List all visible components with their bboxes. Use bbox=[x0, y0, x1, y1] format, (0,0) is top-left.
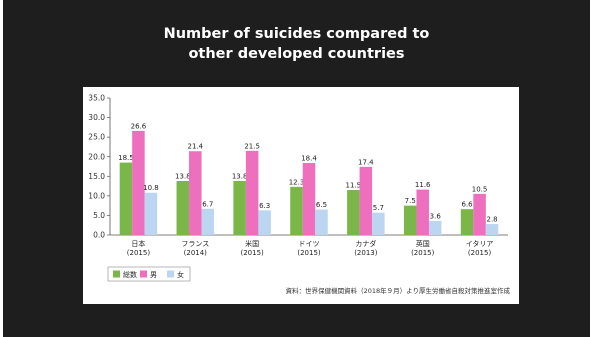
y-tick-label: 30.0 bbox=[88, 113, 105, 122]
chart-panel: 0.0 5.0 10.0 15.0 20.0 25.0 30.0 35.0 18.5 26.6 10… bbox=[83, 87, 519, 304]
data-label: 21.4 bbox=[187, 143, 203, 151]
y-tick-label: 20.0 bbox=[88, 152, 105, 161]
bar bbox=[290, 186, 303, 235]
legend-label: 男 bbox=[150, 271, 157, 279]
data-label: 5.7 bbox=[373, 204, 384, 212]
y-tick-label: 35.0 bbox=[88, 94, 105, 103]
data-label: 10.5 bbox=[472, 185, 488, 193]
category-label: フランス bbox=[181, 240, 209, 248]
bar bbox=[245, 150, 259, 235]
data-label: 17.4 bbox=[358, 158, 374, 166]
data-label: 21.5 bbox=[244, 142, 260, 150]
bar bbox=[302, 162, 316, 235]
bar bbox=[189, 151, 202, 235]
data-label: 6.3 bbox=[259, 202, 270, 210]
category-label: 日本 bbox=[131, 239, 145, 248]
bar bbox=[460, 209, 474, 235]
category-year-label: (2014) bbox=[184, 249, 208, 257]
presentation-slide: Number of suicides compared to other dev… bbox=[3, 0, 590, 337]
bar bbox=[347, 189, 360, 235]
title-line-2: other developed countries bbox=[188, 46, 405, 62]
bar bbox=[258, 210, 271, 235]
data-label: 18.4 bbox=[301, 154, 317, 162]
bar bbox=[403, 205, 417, 235]
category-year-label: (2015) bbox=[127, 249, 151, 257]
bar bbox=[372, 212, 385, 235]
legend-label: 総数 bbox=[123, 270, 137, 279]
legend-swatch bbox=[113, 270, 120, 278]
bar bbox=[416, 189, 429, 235]
y-tick-label: 5.0 bbox=[93, 211, 105, 220]
legend-swatch bbox=[140, 270, 147, 278]
category-year-label: (2015) bbox=[468, 249, 492, 257]
category-year-label: (2015) bbox=[411, 249, 435, 257]
bar bbox=[315, 209, 328, 235]
y-tick-label: 10.0 bbox=[88, 191, 105, 200]
data-label: 12.3 bbox=[289, 178, 305, 186]
data-label: 6.6 bbox=[462, 201, 474, 209]
legend-swatch bbox=[167, 270, 174, 278]
data-label: 13.8 bbox=[175, 172, 191, 180]
bar bbox=[132, 130, 145, 235]
data-label: 11.6 bbox=[415, 181, 431, 189]
category-label: イタリア bbox=[466, 239, 494, 248]
bar bbox=[201, 208, 215, 235]
source-note: 資料：世界保健機関資料（2018年９月）より厚生労働省自殺対策推進室作成 bbox=[285, 287, 510, 295]
bar bbox=[144, 192, 158, 235]
y-tick-label: 25.0 bbox=[88, 133, 105, 142]
data-label: 2.8 bbox=[487, 216, 498, 224]
y-tick-label: 0.0 bbox=[93, 231, 105, 240]
category-label: カナダ bbox=[355, 239, 376, 248]
category-year-label: (2015) bbox=[241, 249, 265, 257]
category-year-label: (2013) bbox=[354, 249, 378, 257]
category-label: 英国 bbox=[416, 239, 430, 248]
data-label: 10.8 bbox=[143, 184, 159, 192]
title-line-1: Number of suicides compared to bbox=[163, 26, 430, 42]
suicide-rate-bar-chart: 0.0 5.0 10.0 15.0 20.0 25.0 30.0 35.0 18.5 26.6 10… bbox=[88, 94, 508, 282]
slide-title: Number of suicides compared to other dev… bbox=[3, 24, 590, 64]
category-year-label: (2015) bbox=[297, 249, 321, 257]
category-label: 米国 bbox=[245, 239, 259, 248]
bar bbox=[473, 193, 486, 235]
bar bbox=[428, 220, 442, 235]
bar bbox=[485, 224, 499, 235]
data-label: 11.5 bbox=[346, 181, 362, 189]
legend-label: 女 bbox=[177, 270, 184, 279]
data-label: 13.8 bbox=[232, 172, 248, 180]
y-tick-label: 15.0 bbox=[88, 172, 105, 181]
data-label: 18.5 bbox=[118, 154, 134, 162]
data-label: 3.6 bbox=[430, 212, 442, 220]
bar bbox=[359, 166, 373, 235]
bar bbox=[119, 162, 133, 235]
data-label: 7.5 bbox=[405, 197, 416, 205]
bar bbox=[176, 180, 190, 235]
category-label: ドイツ bbox=[299, 240, 320, 248]
data-label: 6.7 bbox=[202, 200, 213, 208]
data-label: 6.5 bbox=[316, 201, 327, 209]
bar bbox=[233, 180, 246, 235]
data-label: 26.6 bbox=[131, 122, 147, 130]
